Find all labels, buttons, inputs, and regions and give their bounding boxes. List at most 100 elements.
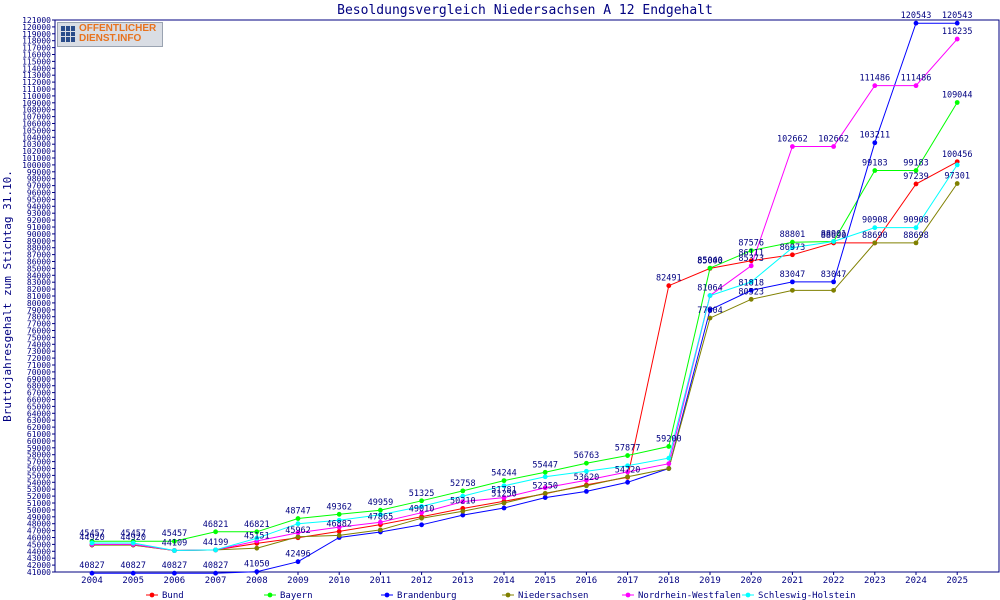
data-point-schleswig-holstein (831, 239, 836, 244)
data-point-bayern (172, 538, 177, 544)
data-label-bund: 82491 (656, 274, 682, 284)
data-point-niedersachsen (748, 296, 754, 302)
y-tick-label: 45000 (27, 540, 51, 549)
data-point-brandenburg (501, 505, 507, 511)
data-point-nordrhein-westfalen (460, 499, 466, 505)
data-label-schleswig-holstein: 90908 (862, 216, 888, 226)
y-tick-label: 95000 (27, 195, 51, 204)
y-tick-label: 98000 (27, 175, 51, 184)
data-point-niedersachsen (954, 181, 960, 186)
data-point-niedersachsen (378, 527, 383, 533)
data-label-bund: 44199 (203, 538, 229, 548)
legend-marker-brandenburg (384, 592, 390, 598)
data-label-bayern: 56763 (574, 451, 600, 461)
data-point-bund (666, 283, 672, 289)
data-label-niedersachsen: 77804 (697, 306, 723, 316)
y-tick-label: 102000 (22, 147, 51, 156)
data-point-bayern (625, 453, 630, 458)
data-point-brandenburg (460, 512, 466, 518)
data-point-bayern (666, 444, 672, 449)
y-tick-label: 47000 (27, 527, 51, 536)
data-point-nordrhein-westfalen (954, 36, 960, 42)
x-tick-label: 2017 (617, 576, 639, 586)
y-tick-label: 106000 (22, 120, 51, 129)
data-label-nordrhein-westfalen: 102662 (777, 135, 808, 145)
data-label-brandenburg: 42496 (285, 550, 311, 560)
logo-line-2: DIENST.INFO (79, 33, 142, 44)
data-point-nordrhein-westfalen (625, 469, 630, 475)
data-label-bayern: 46821 (244, 520, 270, 530)
data-label-brandenburg: 120543 (942, 11, 973, 21)
data-label-bayern: 55447 (532, 460, 558, 470)
data-label-brandenburg: 40827 (79, 561, 105, 571)
data-label-nordrhein-westfalen: 111486 (901, 74, 932, 84)
data-point-niedersachsen (295, 534, 301, 540)
data-label-bund: 44920 (79, 533, 105, 543)
legend-marker-schleswig-holstein (745, 592, 751, 598)
data-label-bayern: 49959 (368, 498, 394, 508)
site-logo: OFFENTLICHER DIENST.INFO (57, 22, 163, 47)
y-tick-label: 76000 (27, 327, 51, 336)
series-lines (92, 22, 958, 574)
data-point-bayern (378, 507, 383, 513)
data-point-schleswig-holstein (460, 493, 466, 499)
data-point-schleswig-holstein (790, 245, 795, 251)
y-tick-label: 104000 (22, 133, 51, 142)
data-label-bund: 97239 (903, 172, 929, 182)
y-tick-label: 63000 (27, 416, 51, 425)
data-point-brandenburg (542, 495, 548, 501)
data-label-bund: 44109 (162, 539, 188, 549)
data-point-bayern (501, 478, 507, 484)
x-tick-label: 2019 (699, 576, 721, 586)
data-point-bund (913, 181, 919, 187)
y-tick-label: 69000 (27, 375, 51, 384)
data-point-niedersachsen (254, 545, 260, 551)
x-tick-label: 2014 (493, 576, 515, 586)
data-point-niedersachsen (336, 533, 342, 538)
y-tick-label: 84000 (27, 271, 51, 280)
data-label-brandenburg: 41050 (244, 560, 270, 570)
y-tick-label: 103000 (22, 140, 51, 149)
y-tick-label: 116000 (22, 51, 51, 60)
data-point-bayern (295, 516, 301, 521)
x-tick-label: 2023 (864, 576, 886, 586)
data-point-schleswig-holstein (954, 162, 960, 168)
series-line-brandenburg (92, 22, 958, 574)
y-tick-label: 54000 (27, 478, 51, 487)
x-tick-label: 2010 (328, 576, 350, 586)
data-label-bayern: 109044 (942, 90, 973, 100)
x-tick-label: 2011 (370, 576, 392, 586)
data-point-bayern (213, 529, 219, 535)
y-tick-label: 96000 (27, 189, 51, 198)
series-line-bund (92, 161, 958, 552)
data-point-schleswig-holstein (872, 225, 878, 231)
data-point-bayern (460, 488, 466, 494)
data-label-bayern: 49362 (326, 502, 352, 512)
logo-text: OFFENTLICHER DIENST.INFO (79, 24, 156, 44)
data-label-nordrhein-westfalen: 111486 (859, 74, 890, 84)
x-tick-label: 2007 (205, 576, 227, 586)
data-point-schleswig-holstein (542, 474, 548, 480)
data-label-bund: 44920 (120, 533, 146, 543)
y-tick-label: 60000 (27, 437, 51, 446)
data-label-bund: 86111 (738, 249, 764, 259)
data-point-brandenburg (748, 287, 754, 293)
data-point-niedersachsen (913, 240, 919, 246)
x-tick-label: 2008 (246, 576, 268, 586)
data-point-bayern (542, 469, 548, 475)
data-label-bayern: 54244 (491, 469, 517, 479)
data-point-schleswig-holstein (584, 468, 589, 474)
data-label-bund: 88690 (821, 231, 847, 241)
y-tick-label: 100000 (22, 161, 51, 170)
series-line-niedersachsen (92, 183, 958, 552)
data-point-schleswig-holstein (419, 504, 424, 509)
data-label-bund: 86973 (780, 243, 806, 253)
y-tick-label: 61000 (27, 430, 51, 439)
data-point-schleswig-holstein (501, 483, 507, 489)
y-tick-label: 86000 (27, 258, 51, 267)
data-point-nordrhein-westfalen (584, 477, 589, 483)
data-label-bund: 54720 (615, 465, 641, 475)
legend-label-brandenburg: Brandenburg (397, 591, 457, 600)
series-line-nordrhein-westfalen (92, 38, 958, 552)
data-point-niedersachsen (790, 287, 795, 293)
